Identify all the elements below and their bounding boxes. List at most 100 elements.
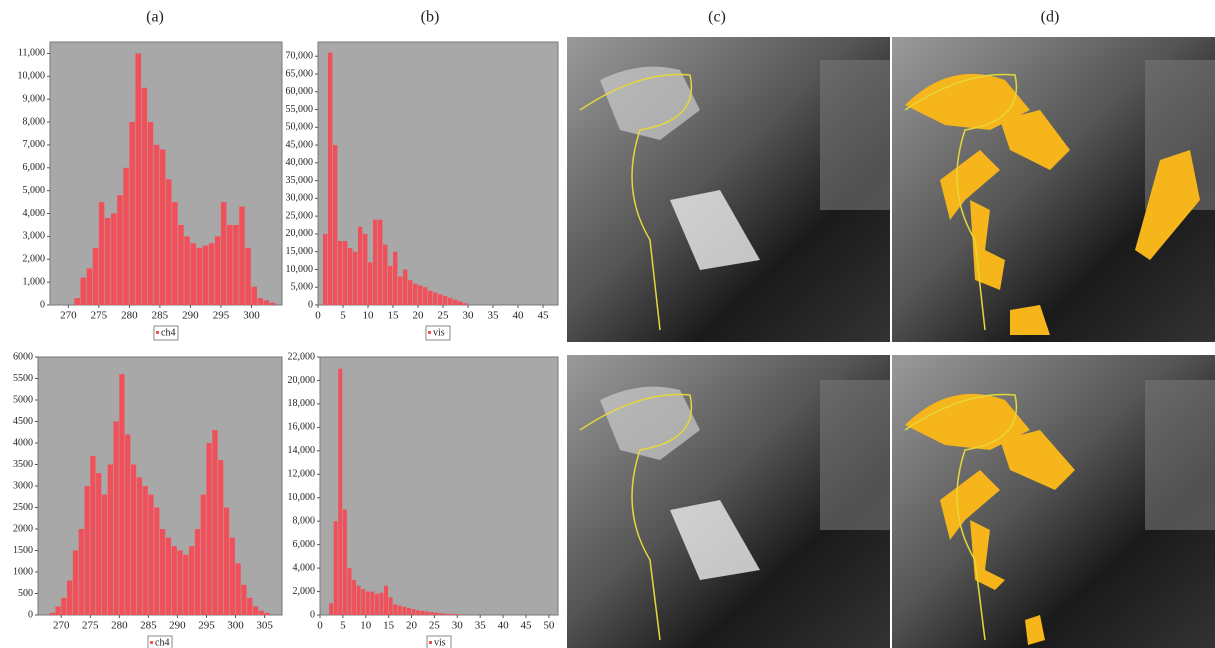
histogram-bar <box>338 368 343 615</box>
histogram-bar <box>172 202 178 305</box>
x-tick-label: 275 <box>82 620 99 632</box>
histogram-bar <box>342 509 347 615</box>
histogram-bar <box>141 87 148 305</box>
histogram-bar <box>397 605 402 615</box>
histogram-bar <box>425 611 430 615</box>
histogram-bar <box>212 430 218 615</box>
y-tick-label: 1,000 <box>23 276 46 287</box>
y-tick-label: 60,000 <box>286 86 314 97</box>
histogram-bar <box>206 443 212 615</box>
histogram-bar <box>184 236 190 305</box>
histogram-bar <box>363 233 368 305</box>
x-tick-label: 285 <box>140 620 157 632</box>
histogram-bar <box>373 219 378 305</box>
histogram-bar <box>252 606 259 615</box>
x-tick-label: 15 <box>388 310 400 322</box>
histogram-bar <box>67 580 73 615</box>
histogram-bar <box>235 563 241 615</box>
histogram-bar <box>434 612 439 615</box>
histogram-bar <box>429 612 434 615</box>
histogram-bar <box>443 296 448 305</box>
histogram-bar <box>72 550 79 615</box>
histogram-bar <box>136 477 142 615</box>
histogram-bar <box>247 597 253 615</box>
y-tick-label: 10,000 <box>18 71 46 82</box>
y-tick-label: 6,000 <box>23 162 46 173</box>
histogram-bar <box>258 610 264 615</box>
histogram-bar <box>49 612 55 615</box>
x-tick-label: 290 <box>169 620 186 632</box>
histogram-bar <box>413 283 418 305</box>
histogram-bar <box>374 593 379 615</box>
histogram-bar <box>406 607 411 615</box>
histogram-bar <box>438 294 443 305</box>
x-tick-label: 0 <box>315 310 321 322</box>
y-tick-label: 4,000 <box>293 562 316 573</box>
x-tick-label: 50 <box>543 620 555 632</box>
x-tick-label: 35 <box>488 310 500 322</box>
histogram-bar <box>171 546 177 615</box>
y-tick-label: 6,000 <box>293 539 316 550</box>
histogram-bar <box>452 614 457 615</box>
histogram-bar <box>239 206 245 305</box>
histogram-bar <box>233 224 239 305</box>
histogram-bar <box>398 276 403 305</box>
histogram-bar <box>411 609 416 615</box>
y-tick-label: 5,000 <box>23 185 46 196</box>
x-tick-label: 0 <box>317 620 323 632</box>
histogram-bar <box>448 613 453 615</box>
y-tick-label: 4000 <box>13 437 33 448</box>
x-tick-label: 5 <box>340 310 346 322</box>
histogram-bar <box>142 486 148 615</box>
x-tick-label: 10 <box>363 310 375 322</box>
legend-box <box>153 325 179 341</box>
histogram-bar <box>384 585 389 615</box>
panel-label: (b) <box>421 9 440 26</box>
histogram-bar <box>177 550 183 615</box>
histogram-bar <box>190 243 196 305</box>
x-tick-label: 15 <box>383 620 395 632</box>
x-tick-label: 295 <box>213 310 230 322</box>
histogram-bar <box>160 529 166 615</box>
histogram-bar <box>125 434 131 615</box>
histogram-bar <box>323 233 328 305</box>
legend-swatch <box>428 331 431 334</box>
y-tick-label: 1500 <box>13 545 33 556</box>
histogram-bar <box>416 610 421 615</box>
y-tick-label: 30,000 <box>286 193 314 204</box>
image-c-bottom <box>567 355 890 648</box>
x-tick-label: 45 <box>538 310 550 322</box>
y-tick-label: 11,000 <box>18 48 45 59</box>
y-tick-label: 14,000 <box>288 445 316 456</box>
histogram-bar <box>119 374 125 615</box>
x-tick-label: 30 <box>452 620 464 632</box>
histogram-bar <box>264 612 270 615</box>
y-tick-label: 6000 <box>13 351 33 362</box>
x-tick-label: 295 <box>198 620 215 632</box>
histogram-bar <box>183 554 189 615</box>
histogram-bar <box>90 455 96 615</box>
legend-box <box>147 635 173 648</box>
histogram-bar <box>153 144 160 305</box>
histogram-bar <box>107 464 113 615</box>
histogram-bar <box>428 290 433 305</box>
x-tick-label: 45 <box>520 620 532 632</box>
y-tick-label: 3500 <box>13 459 33 470</box>
legend-label: ch4 <box>161 327 175 338</box>
histogram-bar <box>418 285 423 305</box>
histogram-bar <box>202 245 209 305</box>
histogram-bar <box>453 299 458 305</box>
x-tick-label: 35 <box>475 620 487 632</box>
y-tick-label: 2000 <box>13 523 33 534</box>
histogram-bar <box>148 494 154 615</box>
x-tick-label: 270 <box>53 620 70 632</box>
histogram-bar <box>365 591 370 615</box>
histogram-bar <box>147 122 154 305</box>
histogram-bar <box>101 494 108 615</box>
histogram-bar <box>130 464 137 615</box>
histogram-bar <box>383 244 388 305</box>
y-tick-label: 500 <box>18 588 33 599</box>
histogram-bar <box>227 224 233 305</box>
y-tick-label: 5,000 <box>291 282 314 293</box>
